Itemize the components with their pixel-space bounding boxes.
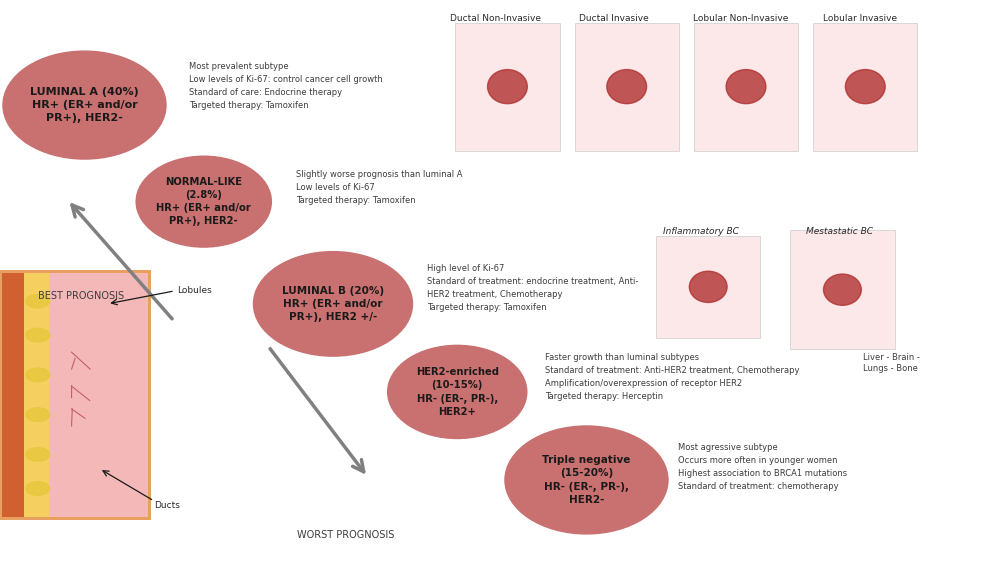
Circle shape [26,294,50,308]
Ellipse shape [3,51,166,159]
FancyBboxPatch shape [2,273,24,517]
Circle shape [26,328,50,342]
Circle shape [26,368,50,382]
Text: Slightly worse prognosis than luminal A
Low levels of Ki-67
Targeted therapy: Ta: Slightly worse prognosis than luminal A … [296,170,463,205]
Ellipse shape [253,252,413,356]
Circle shape [26,482,50,495]
Circle shape [26,408,50,421]
Text: Mestastatic BC: Mestastatic BC [806,227,874,236]
Text: Liver - Brain -
Lungs - Bone: Liver - Brain - Lungs - Bone [863,353,919,373]
Ellipse shape [388,345,527,438]
Text: Ductal Non-Invasive: Ductal Non-Invasive [449,14,541,23]
Text: LUMINAL B (20%)
HR+ (ER+ and/or
PR+), HER2 +/-: LUMINAL B (20%) HR+ (ER+ and/or PR+), HE… [282,286,384,322]
FancyBboxPatch shape [694,23,798,151]
Text: Ductal Invasive: Ductal Invasive [580,14,649,23]
Text: BEST PROGNOSIS: BEST PROGNOSIS [38,291,124,302]
Ellipse shape [606,69,646,104]
Ellipse shape [823,274,861,306]
Ellipse shape [690,272,727,302]
Text: High level of Ki-67
Standard of treatment: endocrine treatment, Anti-
HER2 treat: High level of Ki-67 Standard of treatmen… [427,264,639,312]
Ellipse shape [505,426,668,534]
Text: Faster growth than luminal subtypes
Standard of treatment: Anti-HER2 treatment, : Faster growth than luminal subtypes Stan… [545,353,799,401]
Ellipse shape [845,69,885,104]
Text: Ducts: Ducts [154,501,180,510]
Text: Most prevalent subtype
Low levels of Ki-67: control cancer cell growth
Standard : Most prevalent subtype Low levels of Ki-… [189,62,383,110]
FancyBboxPatch shape [0,270,151,520]
Text: Lobular Invasive: Lobular Invasive [823,14,897,23]
Text: NORMAL-LIKE
(2.8%)
HR+ (ER+ and/or
PR+), HER2-: NORMAL-LIKE (2.8%) HR+ (ER+ and/or PR+),… [156,177,251,227]
Text: Most agressive subtype
Occurs more often in younger women
Highest association to: Most agressive subtype Occurs more often… [678,443,847,491]
Circle shape [26,448,50,461]
FancyBboxPatch shape [813,23,917,151]
Text: Triple negative
(15-20%)
HR- (ER-, PR-),
HER2-: Triple negative (15-20%) HR- (ER-, PR-),… [543,455,630,505]
FancyBboxPatch shape [49,273,148,517]
Text: Lobules: Lobules [177,286,212,295]
Ellipse shape [726,69,765,104]
FancyBboxPatch shape [790,230,895,349]
Text: Lobular Non-Invasive: Lobular Non-Invasive [693,14,788,23]
Text: WORST PROGNOSIS: WORST PROGNOSIS [297,530,395,540]
Text: Inflammatory BC: Inflammatory BC [663,227,739,236]
Text: HER2-enriched
(10-15%)
HR- (ER-, PR-),
HER2+: HER2-enriched (10-15%) HR- (ER-, PR-), H… [415,367,499,417]
FancyBboxPatch shape [656,236,760,338]
FancyBboxPatch shape [24,273,49,517]
FancyBboxPatch shape [455,23,560,151]
Text: LUMINAL A (40%)
HR+ (ER+ and/or
PR+), HER2-: LUMINAL A (40%) HR+ (ER+ and/or PR+), HE… [30,87,139,123]
FancyBboxPatch shape [575,23,679,151]
Ellipse shape [136,156,271,247]
Ellipse shape [488,69,528,104]
